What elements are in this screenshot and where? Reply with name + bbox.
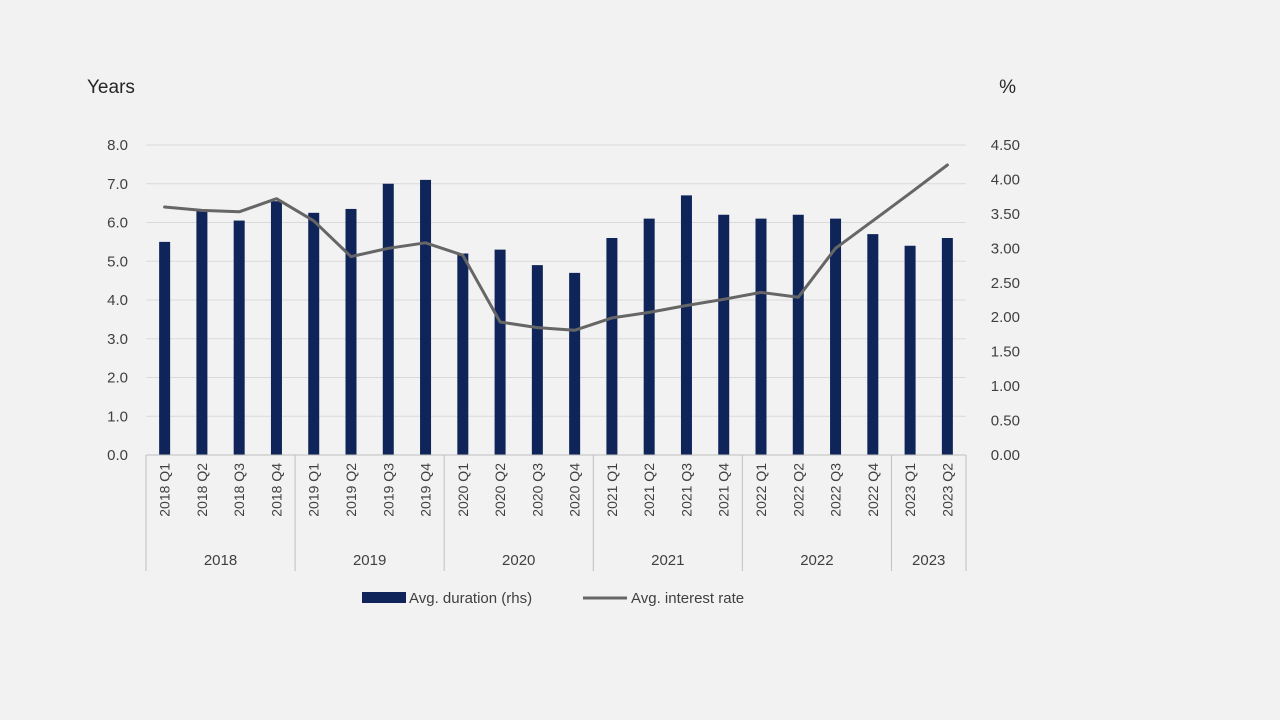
category-label: 2023 Q1 [902, 463, 918, 517]
right-tick-label: 3.00 [991, 240, 1020, 257]
bar [755, 218, 767, 455]
category-label: 2019 Q2 [343, 463, 359, 517]
right-tick-label: 0.50 [991, 413, 1020, 430]
legend-label-bar: Avg. duration (rhs) [409, 590, 532, 607]
year-group-label: 2023 [912, 552, 945, 569]
bar [867, 234, 879, 455]
bar-series [159, 179, 953, 455]
year-group-label: 2022 [800, 552, 833, 569]
right-tick-label: 2.50 [991, 275, 1020, 292]
year-group-label: 2021 [651, 552, 684, 569]
interest-rate-line [163, 163, 949, 332]
year-group-label: 2019 [353, 552, 386, 569]
category-label: 2021 Q4 [716, 463, 732, 517]
line-series [163, 163, 949, 332]
left-tick-label: 3.0 [107, 331, 128, 348]
bar [159, 241, 171, 455]
bar [569, 272, 581, 455]
category-label: 2020 Q3 [529, 463, 545, 517]
left-axis-title: Years [87, 77, 135, 98]
right-tick-label: 3.50 [991, 206, 1020, 223]
legend-label-line: Avg. interest rate [631, 590, 744, 607]
bar [233, 220, 245, 455]
bar [718, 214, 730, 455]
left-tick-label: 2.0 [107, 370, 128, 387]
category-label: 2018 Q2 [194, 463, 210, 517]
left-tick-label: 0.0 [107, 447, 128, 464]
category-label: 2022 Q3 [828, 463, 844, 517]
bar [531, 265, 543, 455]
category-label: 2018 Q1 [157, 463, 173, 517]
category-label: 2020 Q4 [567, 463, 583, 517]
bar [196, 210, 208, 455]
year-group-label: 2020 [502, 552, 535, 569]
bar [494, 249, 506, 455]
bar [830, 218, 842, 455]
bar [457, 253, 469, 455]
left-tick-label: 5.0 [107, 253, 128, 270]
left-tick-label: 8.0 [107, 137, 128, 154]
category-label: 2019 Q1 [306, 463, 322, 517]
category-label: 2019 Q4 [418, 463, 434, 517]
left-tick-label: 7.0 [107, 176, 128, 193]
right-tick-label: 1.00 [991, 378, 1020, 395]
bar [420, 179, 432, 455]
left-tick-label: 1.0 [107, 408, 128, 425]
bar [382, 183, 394, 455]
category-label: 2021 Q1 [604, 463, 620, 517]
bar [606, 238, 618, 455]
category-label: 2018 Q3 [231, 463, 247, 517]
bar [270, 201, 282, 455]
year-group-label: 2018 [204, 552, 237, 569]
bar [680, 195, 692, 455]
category-label: 2022 Q1 [753, 463, 769, 517]
right-tick-label: 4.50 [991, 137, 1020, 154]
right-tick-label: 2.00 [991, 309, 1020, 326]
bar [941, 238, 953, 455]
axes: 0.0 1.0 2.0 3.0 4.0 5.0 6.0 7.0 8.0 0.00 0.50 1.00 1… [107, 137, 1020, 571]
category-label: 2021 Q3 [678, 463, 694, 517]
bar [792, 214, 804, 455]
category-label: 2022 Q4 [865, 463, 881, 517]
legend: Avg. duration (rhs) Avg. interest rate [362, 590, 744, 607]
category-label: 2020 Q2 [492, 463, 508, 517]
right-tick-label: 1.50 [991, 344, 1020, 361]
right-tick-label: 0.00 [991, 447, 1020, 464]
left-tick-label: 6.0 [107, 215, 128, 232]
category-label: 2020 Q1 [455, 463, 471, 517]
gridlines [146, 144, 966, 417]
bar [345, 208, 357, 455]
bar [308, 212, 320, 455]
right-tick-label: 4.00 [991, 171, 1020, 188]
bar [643, 218, 655, 455]
bar [904, 245, 916, 455]
category-label: 2018 Q4 [268, 463, 284, 517]
legend-swatch-bar [362, 592, 406, 603]
category-label: 2022 Q2 [790, 463, 806, 517]
category-label: 2023 Q2 [939, 463, 955, 517]
category-label: 2021 Q2 [641, 463, 657, 517]
left-tick-label: 4.0 [107, 292, 128, 309]
right-axis-title: % [999, 77, 1016, 98]
category-label: 2019 Q3 [380, 463, 396, 517]
